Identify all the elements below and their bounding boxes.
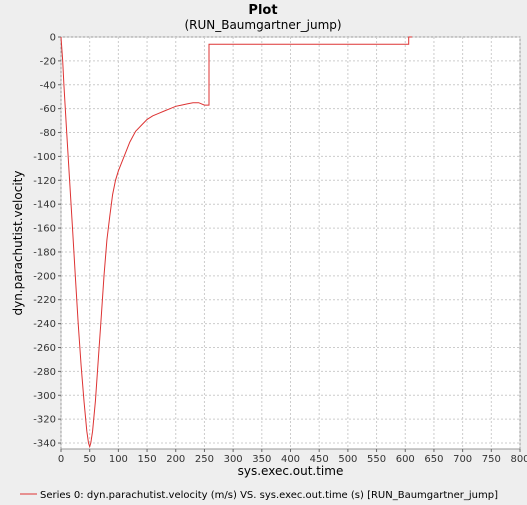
y-tick-label: -160 bbox=[33, 224, 56, 235]
y-tick-label: -20 bbox=[40, 56, 56, 67]
x-axis-ticks: 0 50 100 150 200 250 300 350 400 450 500 550 600 650 7… bbox=[58, 449, 527, 465]
series-layer bbox=[60, 36, 413, 449]
y-axis-label: dyn.parachutist.velocity bbox=[11, 171, 25, 316]
y-tick-label: -100 bbox=[33, 152, 56, 163]
y-axis-ticks: 0 -20 -40 -60 -80 -100 -120 -140 -160 -180 -200 -22… bbox=[33, 33, 61, 450]
x-tick-label: 650 bbox=[424, 454, 443, 465]
x-tick-label: 600 bbox=[396, 454, 415, 465]
y-tick-label: -200 bbox=[33, 271, 56, 282]
chart-subtitle: (RUN_Baumgartner_jump) bbox=[184, 18, 341, 32]
x-tick-label: 50 bbox=[83, 454, 96, 465]
y-tick-label: -40 bbox=[40, 80, 56, 91]
x-tick-label: 0 bbox=[58, 454, 64, 465]
x-tick-label: 750 bbox=[482, 454, 501, 465]
x-tick-label: 100 bbox=[109, 454, 128, 465]
x-tick-label: 800 bbox=[510, 454, 527, 465]
x-tick-label: 450 bbox=[310, 454, 329, 465]
x-tick-label: 150 bbox=[138, 454, 157, 465]
x-tick-label: 250 bbox=[195, 454, 214, 465]
y-tick-label: -340 bbox=[33, 439, 56, 450]
y-tick-label: -120 bbox=[33, 176, 56, 187]
y-tick-label: -280 bbox=[33, 367, 56, 378]
x-tick-label: 700 bbox=[453, 454, 472, 465]
chart-title: Plot bbox=[248, 3, 277, 18]
series-line bbox=[60, 36, 413, 449]
grid bbox=[60, 36, 521, 449]
x-tick-label: 400 bbox=[281, 454, 300, 465]
x-tick-label: 300 bbox=[224, 454, 243, 465]
x-tick-label: 550 bbox=[367, 454, 386, 465]
y-tick-label: -80 bbox=[40, 128, 56, 139]
x-axis-label: sys.exec.out.time bbox=[238, 464, 344, 478]
y-tick-label: -180 bbox=[33, 247, 56, 258]
x-tick-label: 200 bbox=[166, 454, 185, 465]
y-tick-label: -220 bbox=[33, 295, 56, 306]
y-tick-label: -300 bbox=[33, 391, 56, 402]
y-tick-label: -60 bbox=[40, 104, 56, 115]
legend: Series 0: dyn.parachutist.velocity (m/s)… bbox=[20, 490, 498, 501]
x-tick-label: 350 bbox=[252, 454, 271, 465]
y-tick-label: -140 bbox=[33, 200, 56, 211]
legend-series-label: Series 0: dyn.parachutist.velocity (m/s)… bbox=[40, 490, 498, 501]
y-tick-label: -240 bbox=[33, 319, 56, 330]
y-tick-label: -260 bbox=[33, 343, 56, 354]
x-tick-label: 500 bbox=[338, 454, 357, 465]
y-tick-label: 0 bbox=[50, 33, 56, 44]
y-tick-label: -320 bbox=[33, 415, 56, 426]
